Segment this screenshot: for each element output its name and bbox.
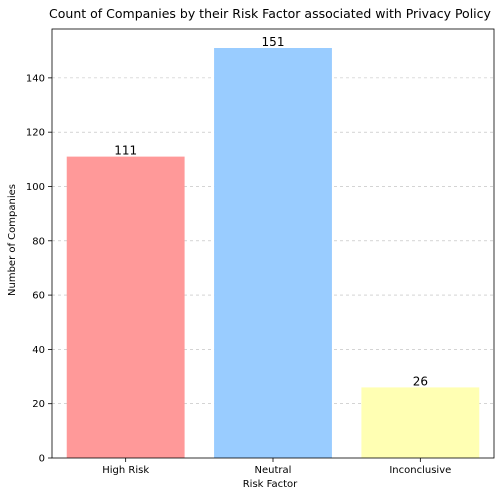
y-tick-label: 80 (32, 236, 45, 247)
x-tick-label-high-risk: High Risk (102, 465, 149, 476)
data-label-inconclusive: 26 (413, 374, 428, 388)
y-tick-label: 20 (32, 399, 45, 410)
y-tick-label: 120 (26, 128, 45, 139)
x-tick-label-neutral: Neutral (255, 465, 292, 476)
bars (66, 48, 480, 459)
y-tick-label: 60 (32, 291, 45, 302)
data-labels: 111 151 26 (114, 35, 428, 388)
data-label-neutral: 151 (262, 35, 285, 49)
x-axis: High Risk Neutral Inconclusive (102, 458, 451, 476)
bar-neutral (214, 48, 332, 459)
bar-inconclusive (361, 387, 480, 458)
y-tick-label: 40 (32, 345, 45, 356)
bar-high-risk (66, 156, 185, 458)
y-tick-label: 100 (26, 182, 45, 193)
y-axis: 0 20 40 60 80 100 120 140 (26, 73, 52, 465)
x-tick-label-inconclusive: Inconclusive (389, 465, 451, 476)
y-axis-label: Number of Companies (7, 184, 18, 296)
data-label-high-risk: 111 (114, 144, 137, 158)
x-axis-label: Risk Factor (243, 479, 298, 490)
y-tick-label: 0 (39, 454, 45, 465)
chart-title: Count of Companies by their Risk Factor … (49, 6, 491, 21)
y-tick-label: 140 (26, 73, 45, 84)
